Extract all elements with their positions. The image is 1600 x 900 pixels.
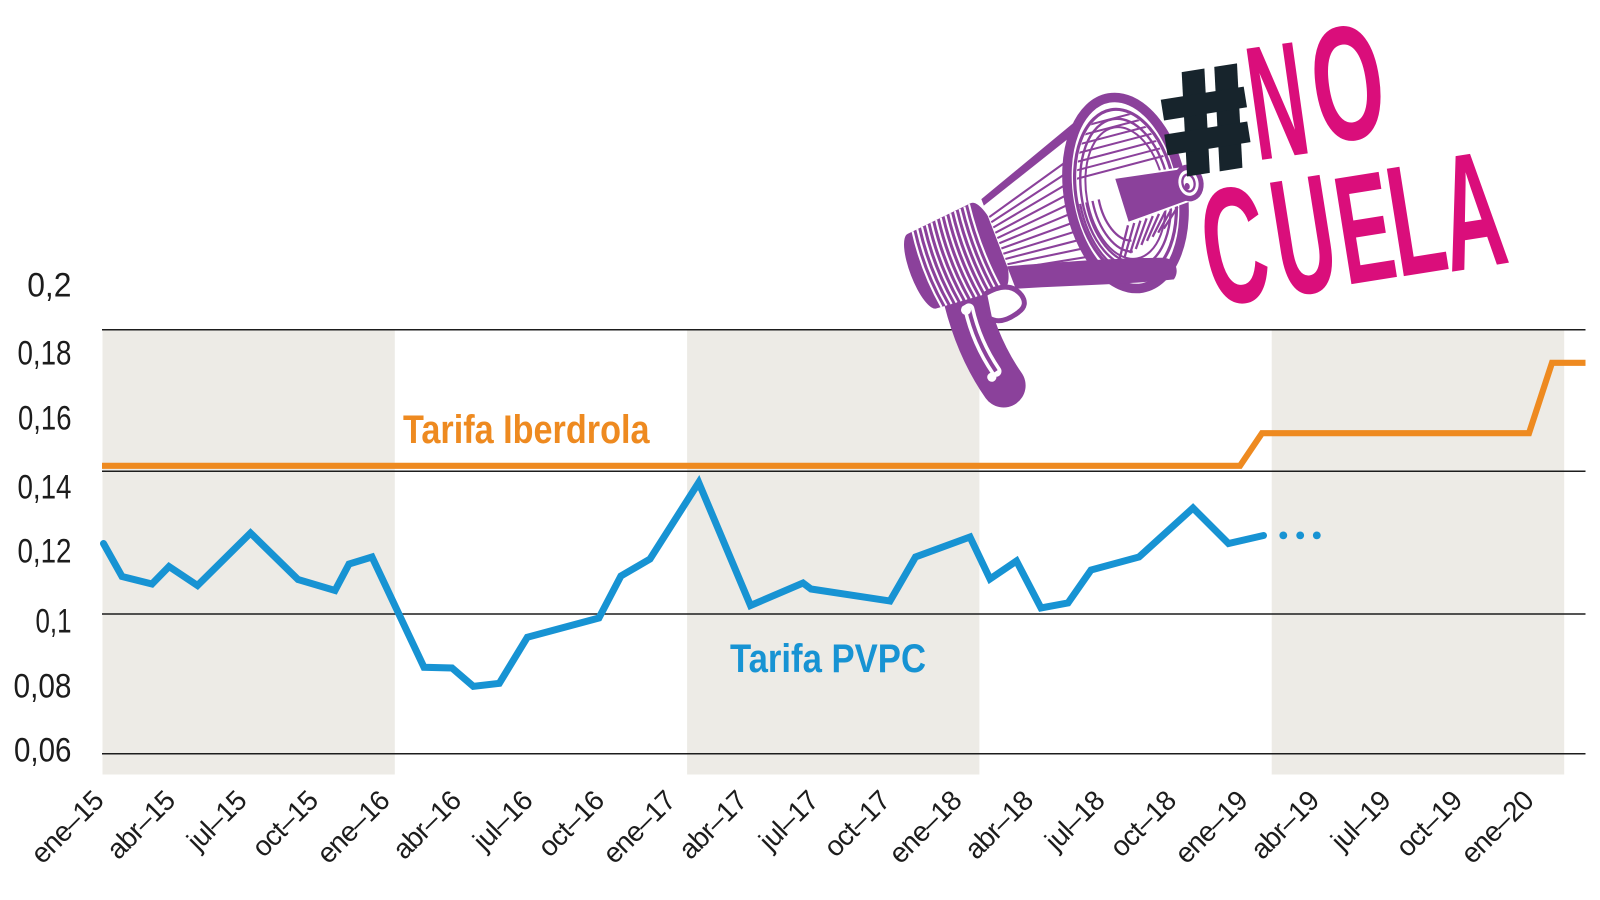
svg-text:jul–18: jul–18 xyxy=(1038,785,1110,857)
svg-text:abr–19: abr–19 xyxy=(1245,785,1325,865)
svg-text:ene–16: ene–16 xyxy=(311,785,396,870)
svg-text:0,18: 0,18 xyxy=(18,335,72,373)
svg-text:0,12: 0,12 xyxy=(18,533,72,571)
svg-text:jul–15: jul–15 xyxy=(180,785,252,857)
svg-text:abr–15: abr–15 xyxy=(101,785,181,865)
svg-text:jul–16: jul–16 xyxy=(466,785,538,857)
svg-text:0,2: 0,2 xyxy=(27,267,71,305)
svg-text:abr–16: abr–16 xyxy=(387,785,467,865)
svg-text:Tarifa Iberdrola: Tarifa Iberdrola xyxy=(403,408,650,452)
svg-text:Tarifa PVPC: Tarifa PVPC xyxy=(730,637,926,681)
svg-text:ene–18: ene–18 xyxy=(883,785,968,870)
svg-text:oct–16: oct–16 xyxy=(532,785,610,863)
svg-text:oct–17: oct–17 xyxy=(818,785,896,863)
svg-text:0,06: 0,06 xyxy=(14,732,72,770)
svg-text:oct–15: oct–15 xyxy=(246,785,324,863)
svg-text:abr–18: abr–18 xyxy=(959,785,1039,865)
svg-text:0,14: 0,14 xyxy=(18,469,72,507)
svg-text:ene–19: ene–19 xyxy=(1169,785,1254,870)
svg-text:oct–18: oct–18 xyxy=(1104,785,1182,863)
svg-text:jul–17: jul–17 xyxy=(752,785,824,857)
svg-text:0,1: 0,1 xyxy=(36,603,72,641)
svg-text:ene–15: ene–15 xyxy=(25,785,110,870)
svg-text:ene–17: ene–17 xyxy=(597,785,682,870)
svg-text:0,16: 0,16 xyxy=(18,400,72,438)
svg-text:oct–19: oct–19 xyxy=(1390,785,1468,863)
svg-text:abr–17: abr–17 xyxy=(673,785,753,865)
svg-text:jul–19: jul–19 xyxy=(1324,785,1396,857)
svg-text:ene–20: ene–20 xyxy=(1455,785,1540,870)
svg-text:0,08: 0,08 xyxy=(14,668,72,706)
